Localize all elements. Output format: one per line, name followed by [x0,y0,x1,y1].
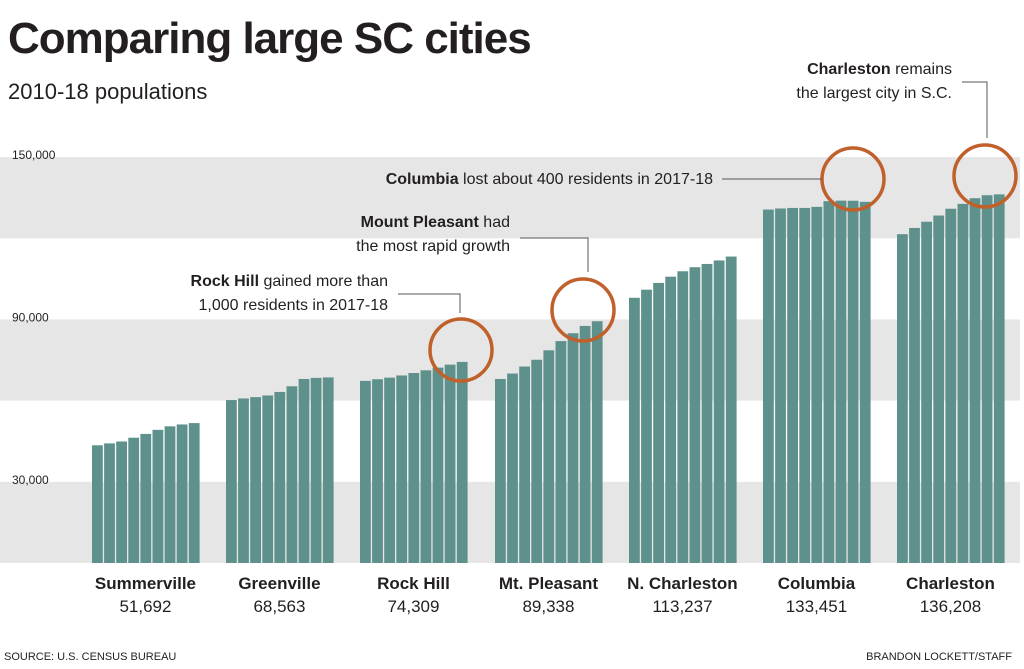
bar [763,209,774,563]
bar [969,198,981,563]
bar [116,441,127,563]
bar [152,429,164,563]
annotation-columbia: Columbia lost about 400 residents in 201… [386,171,713,188]
bar [799,207,811,563]
highlight-circle [952,143,1018,209]
bar [104,443,115,563]
y-tick-label: 90,000 [12,310,49,324]
bar [372,379,383,563]
annotation-rock-hill-line2: 1,000 residents in 2017-18 [199,297,389,314]
chart-subtitle: 2010-18 populations [8,79,208,104]
bar [164,426,176,563]
bar [456,361,468,563]
bar [274,391,286,563]
bar [701,263,713,563]
source-credit: SOURCE: U.S. CENSUS BUREAU [4,651,177,663]
bar [262,395,274,563]
city-name-label: Charleston [906,574,995,593]
bar [495,378,506,563]
bar [226,400,237,563]
bar [140,433,152,563]
bar [408,373,420,563]
bar [238,398,249,563]
bar [957,203,969,564]
bar [629,297,640,563]
bar [567,333,579,563]
leader-line [398,293,461,313]
bar [555,341,567,563]
bar [322,377,334,563]
annotation-rock-hill: Rock Hill gained more than [191,273,388,290]
annotation-charleston: Charleston remains [807,61,952,78]
bar [286,386,298,563]
bar [384,377,395,563]
bar [835,200,847,563]
bar [519,366,530,563]
highlight-circle [428,317,494,383]
bar [531,359,543,563]
bar [823,201,835,563]
bar [689,267,701,563]
bar [188,423,200,563]
population-label: 113,237 [652,597,712,616]
bar [432,367,444,563]
bar [859,201,871,563]
bar [396,375,408,563]
leader-line [520,237,589,272]
bar [543,350,555,563]
bar [677,271,689,563]
annotation-charleston-line2: the largest city in S.C. [796,85,952,102]
chart-title: Comparing large SC cities [8,14,532,63]
bar [665,276,677,563]
bar [298,378,310,563]
y-tick-label: 30,000 [12,473,49,487]
city-name-label: Columbia [778,574,856,593]
bar [128,437,140,563]
population-label: 133,451 [786,597,847,616]
bar [579,325,591,563]
bar [909,227,920,563]
annotation-mount-pleasant-line2: the most rapid growth [356,238,510,255]
bar [92,445,103,563]
bar [993,194,1005,564]
bar [725,256,737,563]
bar [250,397,261,563]
population-label: 89,338 [522,597,574,616]
city-name-label: Mt. Pleasant [499,574,599,593]
bar [775,208,786,563]
bar [641,289,652,563]
population-label: 68,563 [253,597,305,616]
bar [787,207,798,563]
y-tick-label: 150,000 [12,148,56,162]
bar [420,370,432,563]
bar [933,215,945,563]
population-label: 136,208 [920,597,981,616]
bar [945,208,957,563]
bar [653,282,664,563]
population-label: 74,309 [387,597,439,616]
bar [176,424,188,563]
bar [897,234,908,564]
bar [921,221,932,563]
annotation-mount-pleasant: Mount Pleasant had [361,214,510,231]
bar [310,377,322,563]
highlight-circle [550,277,616,343]
bar [713,260,725,563]
city-name-label: Greenville [238,574,320,593]
city-name-label: Summerville [95,574,196,593]
bar [847,200,859,563]
population-label: 51,692 [119,597,171,616]
bar [981,195,993,563]
bar [591,321,603,563]
city-name-label: Rock Hill [377,574,450,593]
bar [811,206,823,564]
bar [360,380,371,563]
artist-credit: BRANDON LOCKETT/STAFF [866,651,1012,663]
bar [507,373,518,563]
city-name-label: N. Charleston [627,574,738,593]
bar [444,364,456,563]
leader-line [962,81,988,138]
